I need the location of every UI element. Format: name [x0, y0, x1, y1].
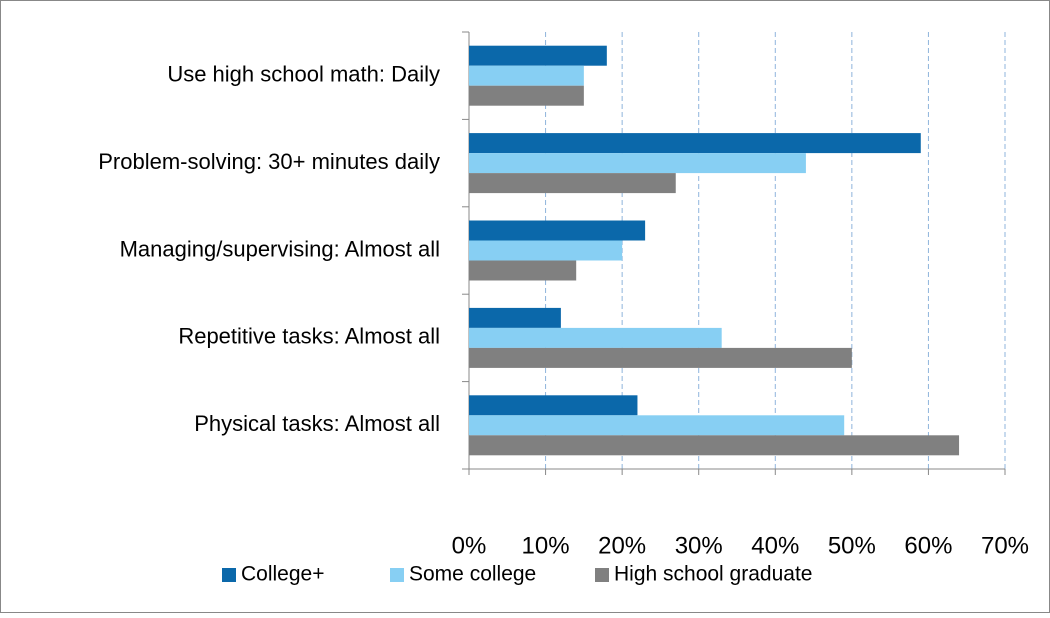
y-tick-label: Physical tasks: Almost all [194, 411, 440, 436]
bar [469, 45, 607, 66]
x-tick-label: 20% [598, 532, 646, 559]
bar [469, 307, 561, 328]
x-tick-label: 60% [904, 532, 952, 559]
legend-label: Some college [409, 563, 536, 586]
x-tick-label: 50% [828, 532, 876, 559]
bar [469, 65, 584, 86]
legend-swatch [390, 568, 404, 582]
bar [469, 327, 722, 348]
bar [469, 173, 676, 194]
bar [469, 153, 806, 174]
y-tick-label: Repetitive tasks: Almost all [178, 324, 440, 349]
bar [469, 260, 577, 281]
x-tick-label: 70% [981, 532, 1029, 559]
legend-swatch [595, 568, 609, 582]
bar [469, 133, 921, 154]
bar [469, 415, 845, 436]
x-tick-label: 10% [522, 532, 570, 559]
x-tick-label: 40% [751, 532, 799, 559]
x-tick-label: 0% [452, 532, 487, 559]
bar [469, 220, 646, 241]
bar [469, 435, 960, 456]
bar [469, 85, 584, 106]
legend-swatch [222, 568, 236, 582]
bar [469, 395, 638, 416]
y-tick-label: Problem-solving: 30+ minutes daily [98, 149, 440, 174]
bar [469, 347, 852, 368]
legend-label: High school graduate [614, 563, 812, 586]
y-tick-label: Managing/supervising: Almost all [120, 236, 440, 261]
y-tick-label: Use high school math: Daily [167, 62, 440, 87]
legend-label: College+ [241, 563, 324, 586]
x-tick-label: 30% [675, 532, 723, 559]
bar [469, 240, 623, 261]
